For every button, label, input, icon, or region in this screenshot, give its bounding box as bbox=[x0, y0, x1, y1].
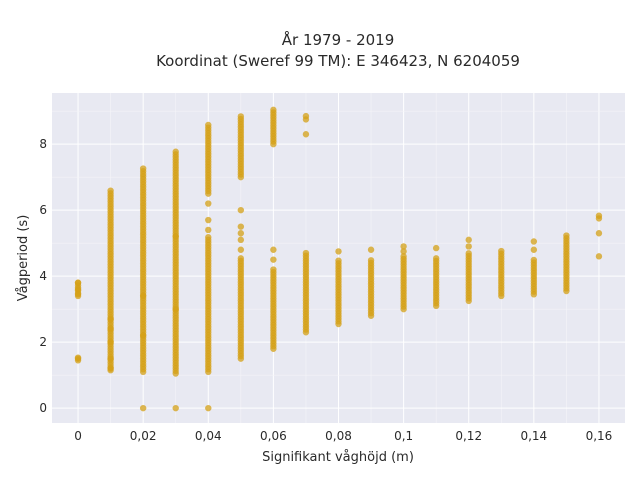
data-point bbox=[302, 249, 310, 257]
data-point bbox=[107, 325, 114, 333]
data-point bbox=[74, 291, 82, 298]
data-point bbox=[237, 223, 245, 230]
x-tick-label: 0 bbox=[74, 429, 82, 443]
data-point bbox=[237, 113, 245, 120]
data-point bbox=[107, 338, 114, 346]
data-point bbox=[367, 246, 375, 253]
data-point bbox=[530, 256, 538, 264]
x-tick-label: 0,12 bbox=[455, 429, 482, 443]
data-point bbox=[205, 234, 212, 241]
data-points bbox=[74, 106, 603, 412]
data-point bbox=[139, 332, 147, 339]
x-tick-label: 0,14 bbox=[520, 429, 547, 443]
data-point bbox=[530, 238, 538, 245]
data-point bbox=[107, 355, 114, 362]
data-point bbox=[595, 253, 603, 260]
data-point bbox=[465, 236, 472, 244]
data-point bbox=[400, 248, 407, 255]
x-tick-label: 0,06 bbox=[260, 429, 287, 443]
data-point bbox=[270, 106, 277, 114]
data-point bbox=[172, 404, 179, 412]
data-point bbox=[563, 232, 570, 239]
data-point bbox=[237, 236, 245, 244]
data-point bbox=[139, 404, 147, 412]
y-tick-label: 8 bbox=[39, 137, 47, 151]
data-point bbox=[432, 255, 440, 262]
data-point bbox=[595, 212, 603, 219]
y-tick-label: 0 bbox=[39, 401, 47, 415]
data-point bbox=[237, 246, 245, 253]
data-point bbox=[432, 244, 440, 252]
data-point bbox=[74, 286, 82, 293]
data-point bbox=[205, 216, 212, 224]
data-point bbox=[367, 257, 375, 264]
data-point bbox=[530, 246, 538, 253]
data-point bbox=[465, 243, 472, 250]
data-point bbox=[107, 315, 114, 323]
data-point bbox=[74, 355, 82, 362]
data-point bbox=[205, 226, 212, 234]
x-tick-label: 0,08 bbox=[325, 429, 352, 443]
data-point bbox=[107, 365, 114, 372]
x-axis-title: Signifikant våghöjd (m) bbox=[262, 450, 414, 465]
data-point bbox=[595, 230, 603, 237]
data-point bbox=[237, 206, 245, 214]
x-tick-label: 0,02 bbox=[130, 429, 157, 443]
chart-title-line-2: Koordinat (Sweref 99 TM): E 346423, N 62… bbox=[156, 52, 520, 70]
data-point bbox=[205, 404, 212, 412]
y-axis-title: Vågperiod (s) bbox=[16, 215, 31, 302]
data-point bbox=[302, 112, 310, 120]
data-point bbox=[74, 279, 82, 286]
data-point bbox=[270, 266, 277, 273]
data-point bbox=[205, 121, 212, 129]
data-point bbox=[237, 255, 245, 262]
data-point bbox=[270, 256, 277, 263]
data-point bbox=[237, 230, 245, 237]
data-point bbox=[172, 233, 179, 240]
data-point bbox=[465, 250, 472, 257]
data-point bbox=[205, 200, 212, 207]
data-point bbox=[107, 187, 114, 194]
data-point bbox=[172, 148, 179, 155]
data-point bbox=[498, 247, 505, 255]
x-tick-label: 0,04 bbox=[195, 429, 222, 443]
x-tick-label: 0,1 bbox=[394, 429, 413, 443]
x-tick-label: 0,16 bbox=[586, 429, 613, 443]
data-point bbox=[270, 246, 277, 253]
y-tick-label: 6 bbox=[39, 203, 47, 217]
data-point bbox=[139, 292, 147, 300]
data-point bbox=[335, 248, 342, 255]
data-point bbox=[172, 305, 179, 313]
data-point bbox=[400, 253, 407, 260]
y-tick-label: 2 bbox=[39, 335, 47, 349]
data-point bbox=[400, 243, 407, 250]
data-point bbox=[139, 165, 147, 172]
chart-title-line-1: År 1979 - 2019 bbox=[282, 30, 395, 49]
data-point bbox=[335, 257, 342, 264]
y-tick-label: 4 bbox=[39, 269, 47, 283]
tick-labels: 0 0,02 0,04 0,06 0,08 0,1 0,12 0,14 0,16 0 2 4 6 8 bbox=[39, 137, 612, 443]
data-point bbox=[302, 131, 310, 138]
